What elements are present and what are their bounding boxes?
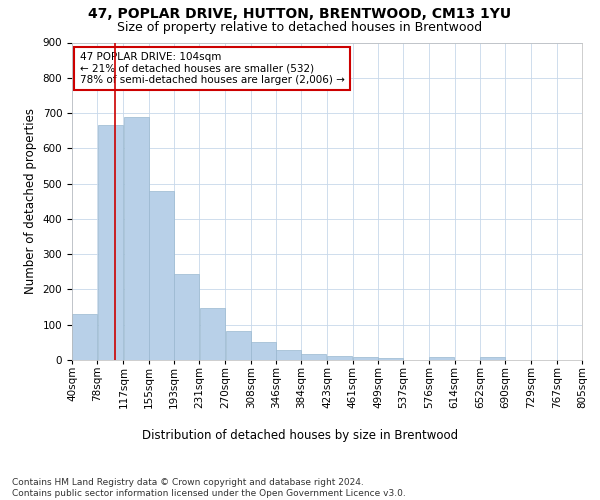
Bar <box>378 358 403 360</box>
Text: 47 POPLAR DRIVE: 104sqm
← 21% of detached houses are smaller (532)
78% of semi-d: 47 POPLAR DRIVE: 104sqm ← 21% of detache… <box>80 52 344 85</box>
Text: Contains HM Land Registry data © Crown copyright and database right 2024.
Contai: Contains HM Land Registry data © Crown c… <box>12 478 406 498</box>
Bar <box>328 356 352 360</box>
Bar <box>124 116 149 360</box>
Bar <box>174 274 199 360</box>
Bar <box>149 190 174 360</box>
Bar <box>97 126 122 360</box>
Bar <box>480 357 505 360</box>
Bar <box>353 357 378 360</box>
Bar <box>276 350 301 360</box>
Bar <box>430 357 455 360</box>
Text: Distribution of detached houses by size in Brentwood: Distribution of detached houses by size … <box>142 428 458 442</box>
Bar <box>301 354 326 360</box>
Bar <box>226 330 251 360</box>
Y-axis label: Number of detached properties: Number of detached properties <box>24 108 37 294</box>
Text: Size of property relative to detached houses in Brentwood: Size of property relative to detached ho… <box>118 21 482 34</box>
Bar <box>251 342 276 360</box>
Text: 47, POPLAR DRIVE, HUTTON, BRENTWOOD, CM13 1YU: 47, POPLAR DRIVE, HUTTON, BRENTWOOD, CM1… <box>88 8 512 22</box>
Bar <box>199 308 224 360</box>
Bar <box>72 314 97 360</box>
